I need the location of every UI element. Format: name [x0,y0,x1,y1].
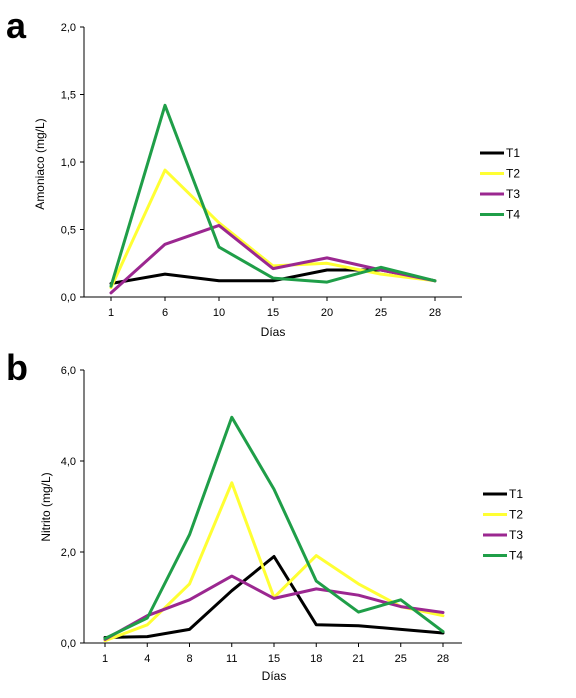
panel-b-chart: b Nitrito (mg/L) Días 0,0 2,0 4,0 6,0 1 4 8 11 1… [6,347,523,683]
panel-b-x-tick-label: 8 [186,653,192,665]
panel-b-x-tick-label: 28 [437,653,449,665]
panel-b-x-tick-label: 25 [395,653,407,665]
panel-a-x-axis-title: Días [261,325,286,339]
panel-a-legend-label-T4: T4 [506,208,520,222]
panel-a-x-tick-label: 1 [108,307,114,319]
panel-b-legend-label-T2: T2 [509,508,523,522]
panel-a-x-tick-label: 15 [267,307,279,319]
panel-a-legend-label-T1: T1 [506,146,520,160]
panel-b-y-tick-label: 0,0 [61,638,76,650]
panel-a-y-tick-label: 1,5 [61,90,76,102]
panel-a-y-tick-label: 0,5 [61,225,76,237]
panel-a-x-tick-label: 6 [162,307,168,319]
panel-b-legend-label-T3: T3 [509,528,523,542]
panel-a-x-tick-label: 10 [213,307,225,319]
panel-a-x-tick-label: 28 [429,307,441,319]
panel-b-x-tick-label: 21 [352,653,364,665]
panel-a-y-axis-title: Amoniaco (mg/L) [33,118,47,209]
panel-b-series-T1-line [103,555,445,639]
panel-b-y-axis-title: Nitrito (mg/L) [39,472,53,541]
panel-b-legend-label-T1: T1 [509,487,523,501]
panel-b-x-tick-label: 11 [226,653,237,665]
panel-a-series-T3-line [109,223,437,295]
panel-a-chart: a Amoniaco (mg/L) Días 0,0 0,5 1,0 1,5 2,0 1 6… [6,5,520,339]
panel-a-y-tick-label: 0,0 [61,292,76,304]
panel-a-y-tick-label: 1,0 [61,157,76,169]
panel-a-letter: a [6,5,27,46]
panel-b-series-T4-line [103,415,445,640]
panel-b-legend-label-T4: T4 [509,549,523,563]
panel-b-y-tick-label: 2,0 [61,547,76,559]
panel-a-x-tick-label: 20 [321,307,333,319]
panel-b-y-tick-label: 4,0 [61,456,76,468]
panel-a-y-tick-label: 2,0 [61,22,76,34]
panel-a-series-T4-line [109,103,437,288]
panel-b-series-T2-line [103,481,445,643]
panel-b-y-tick-label: 6,0 [61,365,76,377]
panel-b-x-axis-title: Días [262,669,287,683]
panel-b-x-tick-label: 18 [310,653,322,665]
panel-a-series-T2-line [109,168,437,290]
panel-a-x-tick-label: 25 [375,307,387,319]
panel-b-letter: b [6,347,28,388]
panel-b-x-tick-label: 1 [102,653,108,665]
panel-a-legend-label-T3: T3 [506,187,520,201]
panel-b-x-tick-label: 15 [268,653,280,665]
panel-b-x-tick-label: 4 [144,653,150,665]
panel-a-legend-label-T2: T2 [506,167,520,181]
